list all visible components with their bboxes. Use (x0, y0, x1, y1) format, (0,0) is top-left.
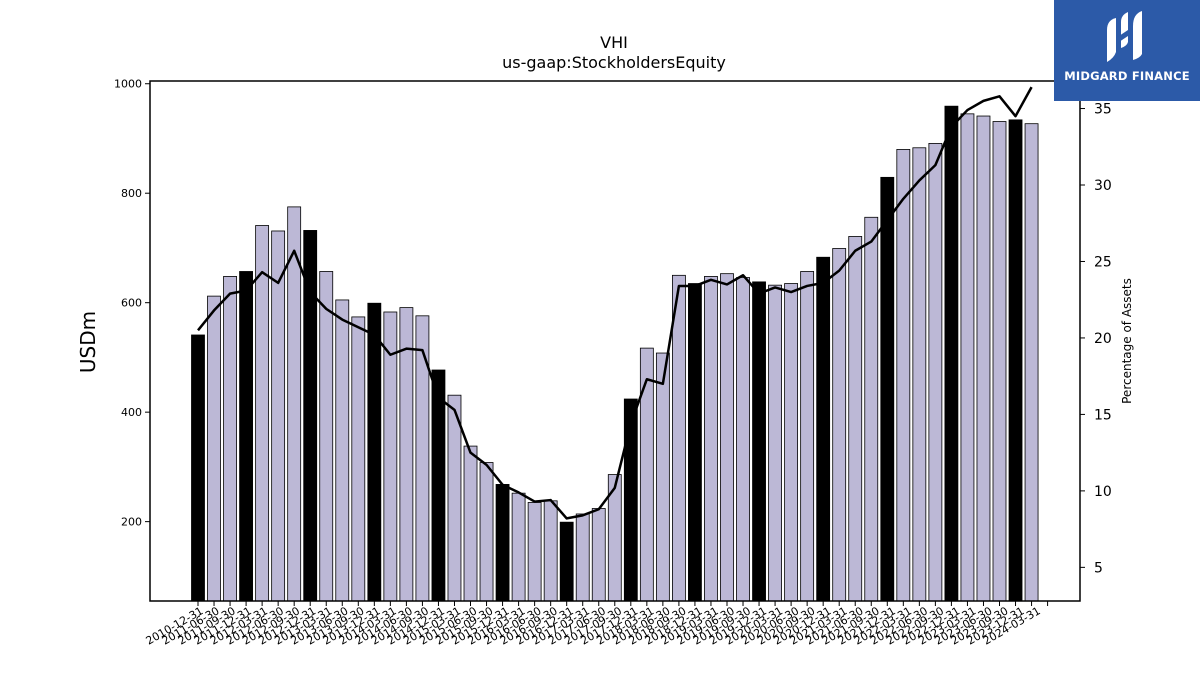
bar-2018-09-30 (688, 283, 702, 602)
bar-2012-12-31 (319, 271, 334, 602)
y2-axis-label: Percentage of Assets (1120, 278, 1134, 404)
bar-2018-06-30 (672, 274, 686, 602)
midgard-logo-icon (1107, 11, 1142, 62)
bar-2023-06-30 (992, 121, 1007, 602)
percentage-line-series (197, 86, 1033, 520)
y-tick-label: 1000 (114, 78, 142, 91)
x-axis-ticks: 2010-12-312011-06-302011-09-302011-12-31… (144, 601, 1049, 648)
bar-2013-09-30 (367, 302, 382, 602)
bar-2015-03-31 (463, 445, 478, 602)
y-axis-label: USDm (76, 311, 100, 373)
bar-2011-06-30 (223, 276, 237, 602)
brand-logo: MIDGARD FINANCE (1054, 0, 1200, 101)
bar-2010-12-31 (191, 334, 205, 602)
bar-2023-03-31 (976, 115, 991, 602)
bar-2013-06-30 (351, 316, 366, 602)
y2-tick-label: 35 (1094, 102, 1112, 118)
bar-2016-12-31 (575, 513, 590, 602)
percentage-of-assets-line (197, 86, 1033, 520)
bar-2012-06-30 (287, 206, 302, 602)
bar-2023-12-31 (1024, 123, 1039, 602)
bar-2015-09-30 (495, 484, 510, 602)
bar-2018-03-31 (655, 352, 670, 602)
bar-2022-12-31 (960, 113, 975, 602)
y-tick-label: 800 (121, 187, 142, 200)
y2-axis-ticks: 5 10 15 20 25 30 35 (1080, 102, 1112, 576)
bar-2014-09-30 (431, 369, 446, 602)
chart-subtitle: us-gaap:StockholdersEquity (502, 53, 726, 72)
y2-tick-label: 10 (1094, 484, 1112, 500)
bar-2015-12-31 (511, 492, 526, 602)
bar-2016-06-30 (543, 500, 558, 602)
bar-series (191, 105, 1039, 602)
bar-2011-09-30 (239, 271, 253, 602)
bar-2020-03-31 (784, 283, 799, 602)
bar-2012-09-30 (303, 230, 318, 602)
y2-tick-label: 5 (1094, 560, 1103, 576)
bar-2021-03-31 (848, 236, 863, 602)
y-tick-label: 600 (121, 297, 142, 310)
bar-2014-12-31 (447, 394, 462, 602)
bar-2021-06-30 (864, 216, 879, 602)
bar-2012-03-31 (271, 230, 286, 602)
bar-2020-12-31 (832, 248, 847, 602)
chart-title: VHI (600, 33, 628, 52)
bar-2016-09-30 (559, 521, 574, 602)
bar-2020-06-30 (800, 271, 815, 602)
bar-2011-03-31 (207, 295, 221, 602)
bar-2021-09-30 (880, 176, 895, 602)
bar-2022-06-30 (928, 142, 943, 602)
bar-2014-06-30 (415, 315, 430, 602)
y2-tick-label: 25 (1094, 254, 1112, 270)
y2-tick-label: 30 (1094, 178, 1112, 194)
y-tick-label: 200 (121, 516, 142, 529)
bar-2023-09-30 (1008, 119, 1023, 602)
brand-logo-text: MIDGARD FINANCE (1064, 69, 1190, 83)
y2-tick-label: 20 (1094, 331, 1112, 347)
bar-2021-12-31 (896, 149, 911, 602)
bar-2011-12-31 (255, 225, 270, 602)
y-tick-label: 400 (121, 406, 142, 419)
bar-2017-03-31 (591, 508, 606, 602)
bar-2019-12-31 (768, 284, 782, 602)
bar-2020-09-30 (816, 256, 831, 602)
bar-2022-03-31 (912, 147, 927, 602)
bar-2017-09-30 (623, 398, 638, 602)
bar-2013-03-31 (335, 299, 350, 602)
bar-2016-03-31 (527, 502, 542, 602)
bar-2019-06-30 (736, 277, 750, 602)
bar-2019-03-31 (720, 273, 734, 602)
bar-2019-09-30 (752, 281, 766, 602)
bar-2018-12-31 (704, 276, 718, 602)
bar-2015-06-30 (479, 462, 494, 602)
bar-2022-09-30 (944, 105, 959, 602)
y2-tick-label: 15 (1094, 407, 1112, 423)
bar-2017-12-31 (639, 347, 654, 602)
y-axis-ticks: 200 400 600 800 1000 (114, 78, 150, 529)
